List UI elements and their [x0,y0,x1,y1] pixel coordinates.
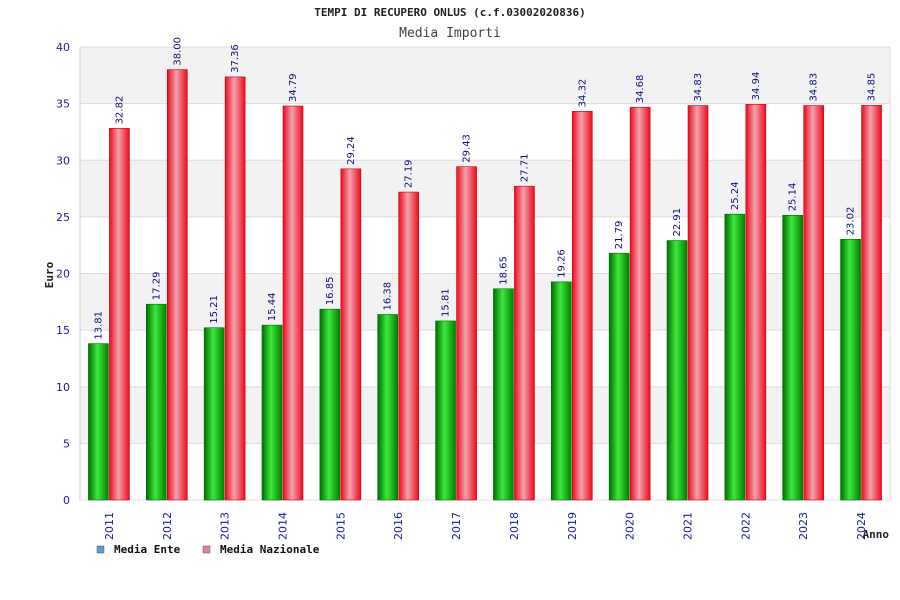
bar-media-nazionale-2011 [109,128,130,501]
bar-media-ente-2022 [724,213,746,501]
y-tick-label: 20 [56,268,70,281]
x-tick-label-2012: 2012 [161,512,174,540]
y-axis-ticks: 0 5 10 15 20 25 30 35 40 [56,41,70,507]
data-label-media-ente-2017: 15.81 [441,288,452,317]
bar-media-ente-2012 [145,303,167,501]
data-label-media-nazionale-2021: 34.83 [693,73,704,102]
data-label-media-ente-2012: 17.29 [151,272,162,301]
bar-media-nazionale-2021 [687,105,709,501]
x-tick-label-2011: 2011 [103,512,116,540]
x-tick-label-2021: 2021 [682,512,695,540]
x-tick-label-2019: 2019 [566,512,579,540]
bar-media-ente-2021 [666,240,688,501]
x-tick-label-2016: 2016 [392,512,405,540]
data-label-media-ente-2022: 25.24 [730,182,741,211]
legend: Media Ente Media Nazionale [96,543,320,556]
legend-label-media-ente: Media Ente [114,543,181,556]
y-tick-label: 40 [56,41,70,54]
grid-band [80,160,890,217]
data-label-media-nazionale-2019: 34.32 [577,79,588,108]
data-label-media-nazionale-2011: 32.82 [114,96,125,125]
bar-media-nazionale-2020 [629,106,651,501]
bar-media-nazionale-2024 [861,105,882,501]
y-tick-label: 35 [56,98,70,111]
data-label-media-nazionale-2022: 34.94 [751,72,762,101]
grid-band [80,273,890,331]
legend-swatch-media-ente [96,545,105,554]
x-axis-ticks: 2011 2012 2013 2014 2015 2016 2017 2018 2019 2020… [103,512,868,540]
bar-media-nazionale-2014 [282,105,304,501]
bar-media-ente-2023 [782,214,804,501]
data-label-media-ente-2011: 13.81 [93,311,104,340]
x-tick-label-2015: 2015 [334,512,347,540]
bar-media-nazionale-2015 [340,168,362,501]
data-label-media-ente-2021: 22.91 [672,208,683,237]
data-label-media-ente-2018: 18.65 [498,256,509,285]
bar-media-ente-2020 [608,252,630,501]
data-label-media-ente-2019: 19.26 [556,249,567,278]
grid-band [80,47,890,104]
data-labels: 13.81 32.82 17.29 38.00 15.21 37.36 15.44 34.79… [93,37,877,340]
y-tick-label: 15 [56,324,70,337]
data-label-media-ente-2016: 16.38 [383,282,394,311]
bar-media-ente-2014 [261,324,283,501]
x-tick-label-2013: 2013 [219,512,232,540]
bar-media-ente-2017 [435,320,456,501]
data-label-media-nazionale-2013: 37.36 [230,44,241,73]
bar-media-nazionale-2017 [456,166,477,501]
x-tick-label-2024: 2024 [855,512,868,540]
data-label-media-nazionale-2015: 29.24 [346,136,357,165]
data-label-media-nazionale-2016: 27.19 [404,159,415,188]
data-label-media-nazionale-2023: 34.83 [809,73,820,102]
data-label-media-nazionale-2020: 34.68 [635,75,646,104]
bar-media-ente-2013 [203,327,225,501]
bars-group [88,69,882,501]
x-tick-label-2018: 2018 [508,512,521,540]
y-tick-label: 0 [63,494,70,507]
x-axis-label: Anno [863,528,890,541]
bar-media-ente-2018 [493,288,514,501]
grid-band [80,386,890,444]
x-tick-label-2020: 2020 [624,512,637,540]
bar-media-ente-2024 [840,238,861,501]
legend-swatch-media-nazionale [202,545,211,554]
bar-media-nazionale-2023 [803,105,825,501]
y-axis-label: Euro [43,261,56,288]
bar-media-ente-2011 [88,343,109,501]
bar-media-ente-2015 [319,308,341,501]
data-label-media-nazionale-2017: 29.43 [462,134,473,163]
legend-label-media-nazionale: Media Nazionale [220,543,320,556]
y-tick-label: 25 [56,211,70,224]
y-tick-label: 30 [56,154,70,167]
bar-media-nazionale-2019 [571,111,593,501]
chart-title: TEMPI DI RECUPERO ONLUS (c.f.03002020836… [314,6,586,19]
y-tick-label: 5 [63,437,70,450]
data-label-media-nazionale-2012: 38.00 [172,37,183,66]
data-label-media-ente-2013: 15.21 [209,295,220,324]
bar-media-nazionale-2016 [398,191,420,501]
chart-subtitle: Media Importi [399,26,501,41]
data-label-media-ente-2020: 21.79 [614,221,625,250]
x-tick-label-2023: 2023 [797,512,810,540]
bar-media-nazionale-2018 [514,185,535,501]
data-label-media-nazionale-2014: 34.79 [288,73,299,102]
bar-media-nazionale-2012 [166,69,188,501]
data-label-media-nazionale-2018: 27.71 [519,154,530,183]
x-tick-label-2017: 2017 [450,512,463,540]
x-tick-label-2022: 2022 [739,512,752,540]
data-label-media-nazionale-2024: 34.85 [867,73,878,102]
x-tick-label-2014: 2014 [277,512,290,540]
bar-media-ente-2019 [550,281,572,501]
data-label-media-ente-2024: 23.02 [846,207,857,236]
data-label-media-ente-2015: 16.85 [325,277,336,306]
bar-media-nazionale-2022 [745,104,767,501]
data-label-media-ente-2014: 15.44 [267,293,278,322]
data-label-media-ente-2023: 25.14 [788,183,799,212]
y-tick-label: 10 [56,381,70,394]
bar-media-ente-2016 [377,314,399,501]
bar-media-nazionale-2013 [224,76,246,501]
